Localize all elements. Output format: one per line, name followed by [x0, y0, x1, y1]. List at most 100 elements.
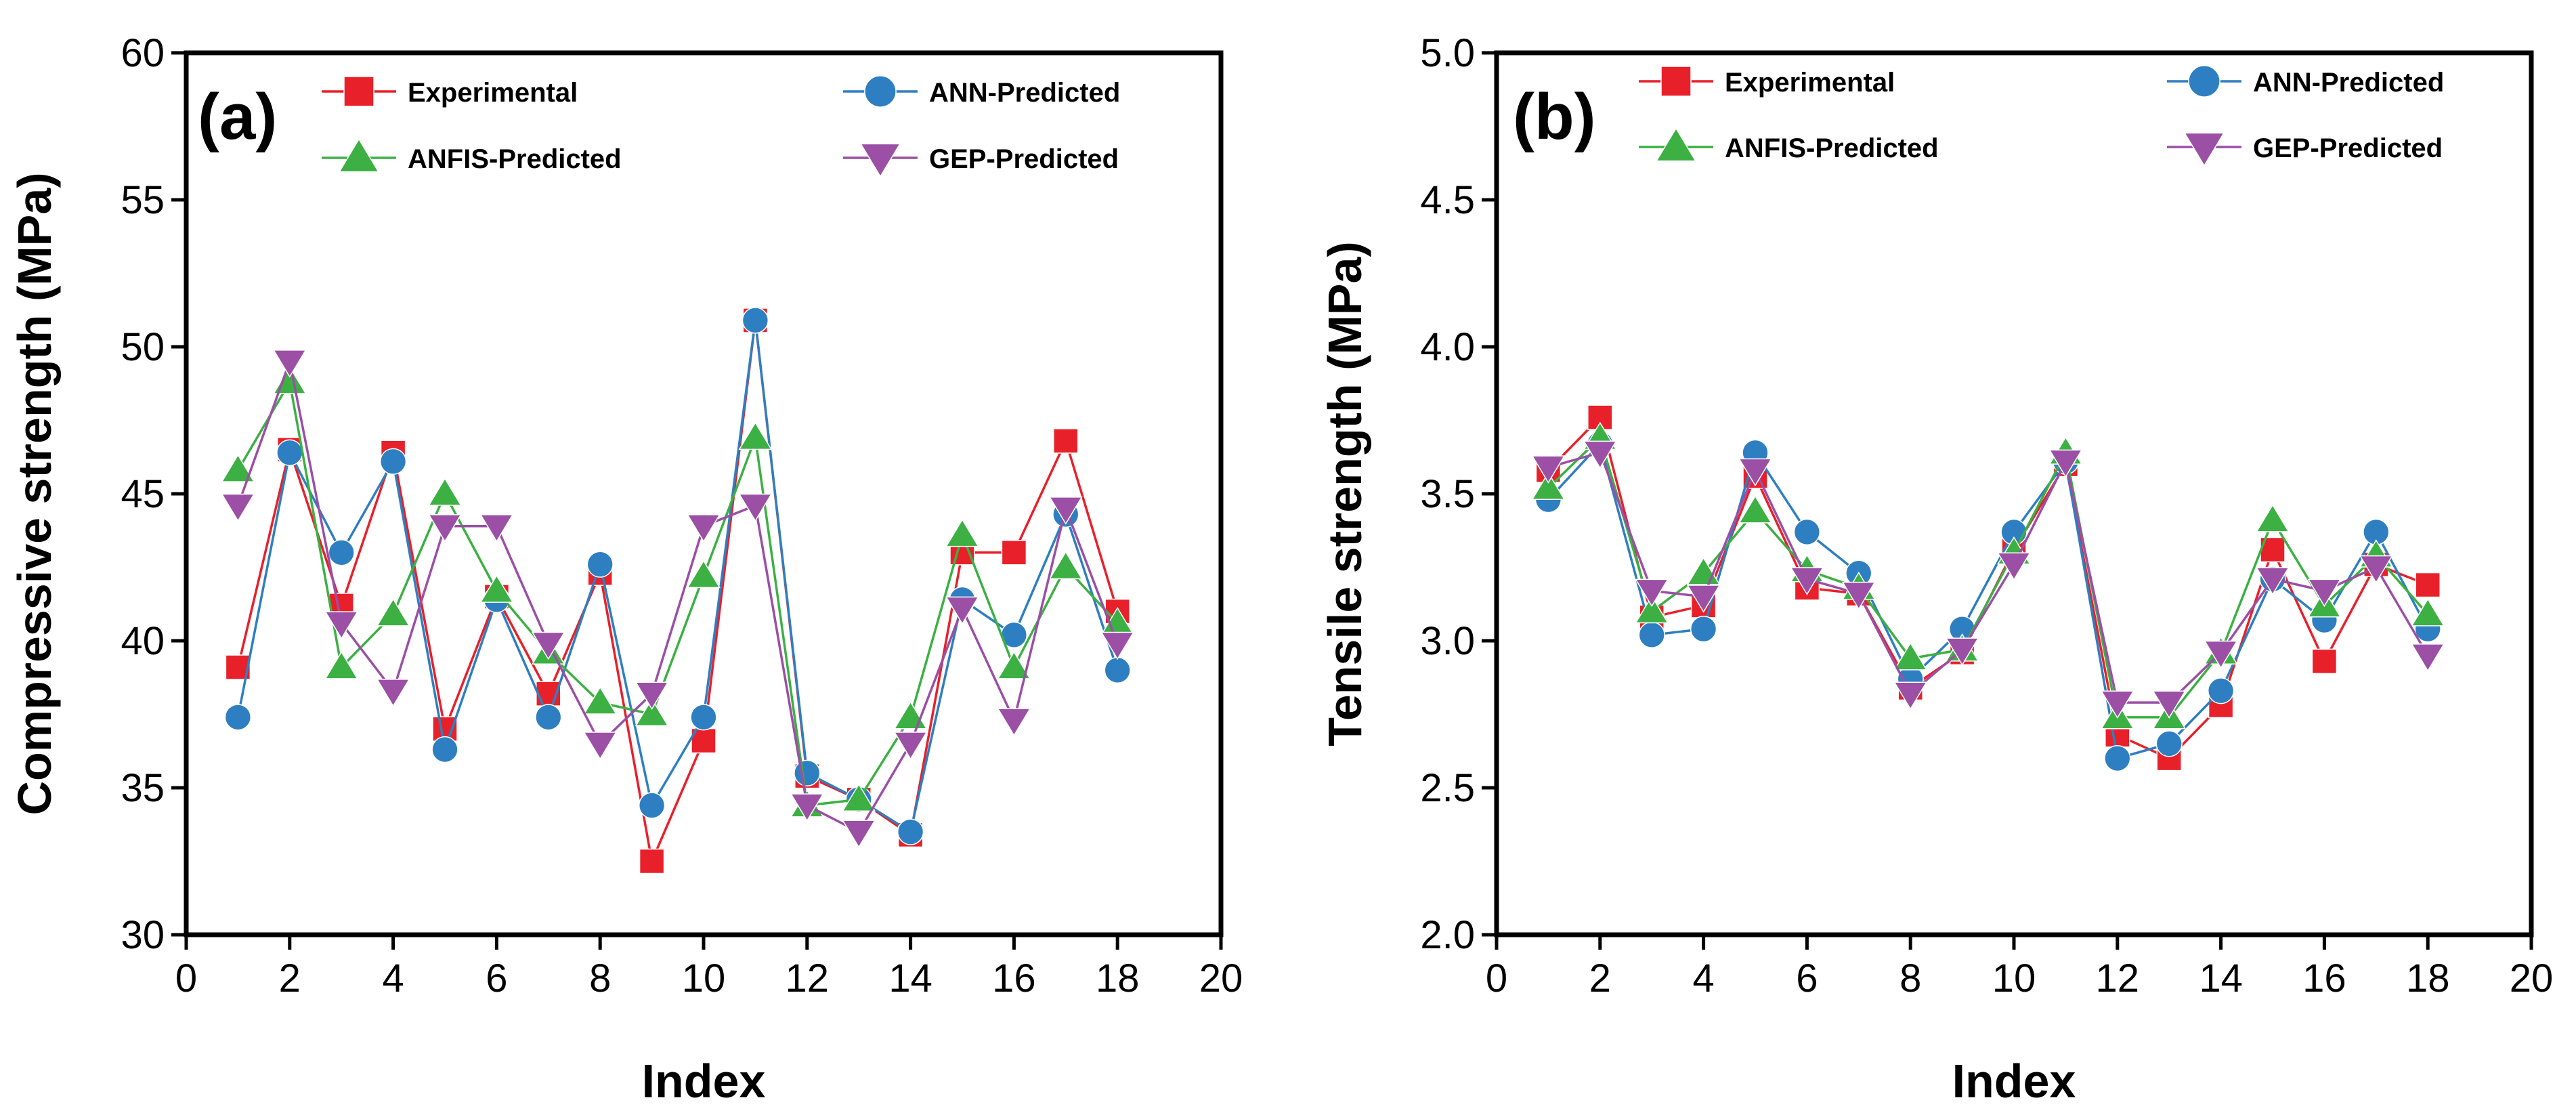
panel-b-x-axis-title: Index — [1952, 1055, 2076, 1107]
panel-b-data-point — [2104, 744, 2131, 772]
panel-b-x-tick-label: 2 — [1589, 956, 1611, 1000]
panel-b-data-point — [1793, 518, 1821, 546]
panel-a-y-tick-label: 50 — [121, 325, 165, 369]
panel-a-x-tick-label: 2 — [279, 956, 301, 1000]
panel-a-data-point — [794, 759, 821, 786]
panel-a-data-point — [376, 679, 410, 707]
panel-a-x-tick-label: 16 — [992, 956, 1036, 1000]
panel-a-data-point — [324, 611, 359, 639]
panel-a-x-tick-label: 0 — [175, 956, 197, 1000]
panel-a-data-point — [638, 792, 666, 819]
panel-b-series-gep-predicted — [1531, 440, 2445, 719]
panel-b-data-point — [2359, 555, 2393, 584]
panel-a-data-point — [639, 848, 665, 874]
legend-label: ANFIS-Predicted — [1725, 133, 1939, 163]
panel-a-data-point — [328, 539, 355, 566]
panel-b-data-point — [1738, 458, 1772, 487]
panel-a-x-tick-label: 8 — [589, 956, 611, 1000]
panel-b-data-point — [1997, 552, 2031, 581]
panel-b-series-line — [1547, 415, 2428, 760]
panel-a-x-axis-title: Index — [642, 1055, 766, 1107]
panel-b-plot-frame — [1494, 50, 2534, 937]
panel-b-x-tick-label: 12 — [2096, 956, 2140, 1000]
panel-b-data-point — [2256, 504, 2290, 532]
legend-label: Experimental — [1725, 68, 1895, 98]
panel-b-y-tick-label: 4.5 — [1420, 178, 1475, 222]
panel-a-data-point — [1100, 631, 1135, 660]
panel-a-series-gep-predicted — [221, 350, 1135, 849]
panel-a-x-tick-label: 4 — [382, 956, 404, 1000]
panel-a-data-point — [1104, 656, 1131, 684]
panel-a-x-tick-label: 14 — [888, 956, 932, 1000]
panel-b-data-point — [1738, 495, 1772, 524]
panel-b-data-point — [1638, 621, 1665, 648]
panel-b-data-point — [1635, 595, 1669, 624]
panel-a-data-point — [842, 820, 876, 849]
legend-marker — [338, 138, 380, 173]
panel-b-series-anfis-predicted — [1531, 421, 2445, 730]
panel-a-data-point — [945, 518, 979, 547]
panel-b-data-point — [1893, 642, 1928, 671]
panel-a: 0 2 4 6 8 10 12 14 16 18 20 30 35 40 45 50 55 60 Index Comp… — [8, 31, 1243, 1107]
panel-b-data-point — [1583, 440, 1617, 469]
panel-b-data-point — [1635, 578, 1669, 608]
panel-a-series-line — [236, 320, 1119, 866]
panel-b-legend-entry: GEP-Predicted — [2167, 132, 2443, 167]
panel-b-x-tick-label: 10 — [1992, 956, 2036, 1000]
legend-marker — [343, 76, 374, 107]
panel-a-data-point — [272, 350, 307, 378]
panel-b-x-tick-label: 4 — [1692, 956, 1714, 1000]
panel-a-data-point — [997, 651, 1031, 679]
panel-a-y-tick-label: 60 — [121, 31, 165, 75]
panel-a-y-tick-label: 35 — [121, 766, 165, 810]
panel-a-x-tick-label: 10 — [682, 956, 726, 1000]
legend-label: Experimental — [408, 78, 578, 108]
panel-a-y-axis-title: Compressive strength (MPa) — [8, 172, 61, 815]
panel-b-y-tick-label: 2.0 — [1420, 913, 1475, 957]
panel-a-x-tick-label: 6 — [486, 956, 507, 1000]
legend-marker — [864, 75, 897, 108]
panel-a-data-point — [221, 493, 255, 522]
panel-a-y-tick-label: 55 — [121, 178, 165, 222]
panel-b-x-tick-label: 18 — [2406, 956, 2450, 1000]
legend-marker — [1660, 66, 1692, 97]
panel-b-y-tick-label: 3.5 — [1420, 472, 1475, 516]
panel-a-legend-entry: Experimental — [322, 76, 578, 108]
legend-marker — [2183, 132, 2225, 167]
panel-a-x-tick-label: 12 — [786, 956, 830, 1000]
panel-b-data-point — [2311, 648, 2338, 675]
panel-a-data-point — [842, 783, 876, 811]
panel-a-data-point — [431, 736, 458, 763]
legend-label: ANN-Predicted — [2253, 68, 2444, 98]
legend-label: ANN-Predicted — [929, 78, 1120, 108]
panel-a-legend-entry: GEP-Predicted — [843, 143, 1119, 177]
panel-a-series-ann-predicted — [224, 307, 1131, 845]
panel-b-data-point — [2411, 643, 2445, 672]
legend-label: GEP-Predicted — [929, 144, 1119, 174]
panel-b-data-point — [2152, 690, 2187, 719]
panel-a-data-point — [997, 708, 1031, 737]
panel-a-data-point — [1053, 428, 1079, 454]
panel-b-x-tick-label: 16 — [2302, 956, 2346, 1000]
panel-b-data-point — [1841, 581, 1876, 610]
panel-b-y-tick-label: 5.0 — [1420, 31, 1475, 75]
panel-b-series-line — [1547, 451, 2429, 704]
panel-a-legend-entry: ANFIS-Predicted — [322, 138, 622, 174]
panel-a-data-point — [586, 551, 614, 578]
panel-a-data-point — [583, 732, 618, 760]
panel-a-data-point — [897, 818, 924, 845]
panel-b-x-tick-label: 20 — [2510, 956, 2554, 1000]
panel-b-y-tick-label: 2.5 — [1420, 766, 1475, 810]
panel-b-data-point — [1531, 455, 1566, 484]
panel-a-data-point — [742, 307, 769, 334]
panel-b-data-point — [2100, 690, 2134, 719]
panel-b-y-tick-label: 4.0 — [1420, 325, 1475, 369]
legend-marker — [2188, 65, 2220, 98]
panel-a-data-point — [687, 514, 721, 543]
panel-a-data-point — [324, 651, 359, 679]
panel-b-data-point — [2204, 640, 2238, 669]
panel-b-legend-entry: ANFIS-Predicted — [1639, 127, 1939, 163]
panel-a-y-tick-label: 40 — [121, 619, 165, 663]
legend-label: GEP-Predicted — [2253, 133, 2443, 163]
